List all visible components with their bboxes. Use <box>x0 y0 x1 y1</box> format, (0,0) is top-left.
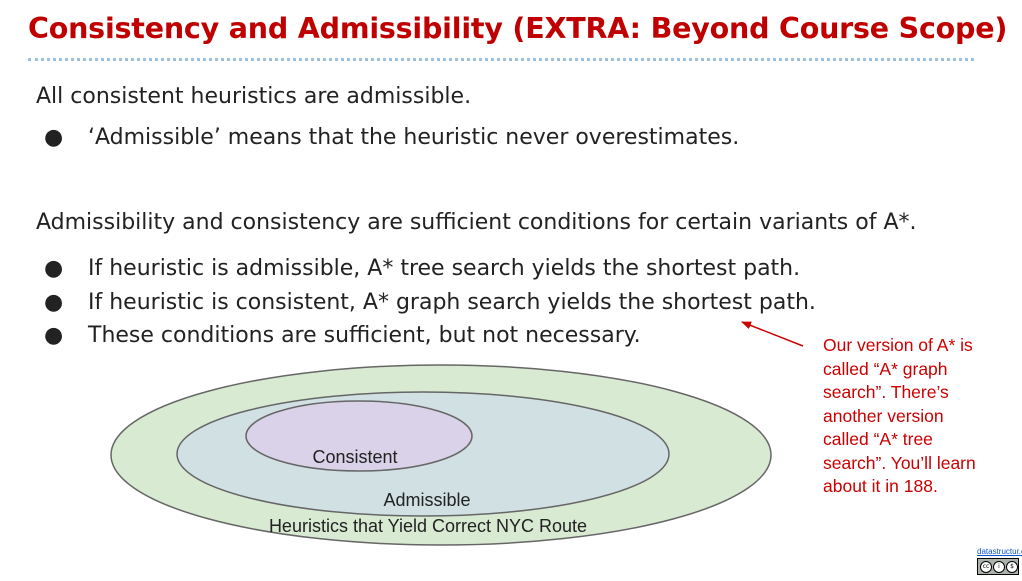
annotation-arrow <box>741 321 804 347</box>
section2-heading: Admissibility and consistency are suffic… <box>36 210 917 235</box>
note-line: another version <box>823 405 944 426</box>
note-line: search”. There’s <box>823 382 949 402</box>
bullet-dot: ● <box>44 290 64 315</box>
note-line: called “A* graph <box>823 358 948 379</box>
bullet-dot: ● <box>44 323 64 348</box>
slide-title: Consistency and Admissibility (EXTRA: Be… <box>28 12 1008 45</box>
inner-ellipse <box>245 400 473 472</box>
footer-link[interactable]: datastructur.es <box>977 547 1022 556</box>
title-divider <box>28 58 974 61</box>
cc-circle-icon: cc <box>980 560 992 573</box>
note-line: called “A* tree <box>823 429 933 449</box>
bullet-dot: ● <box>44 256 64 281</box>
bullet-text: ‘Admissible’ means that the heuristic ne… <box>88 125 740 150</box>
consistent-label: Consistent <box>312 447 397 467</box>
note-line: search”. You’ll learn <box>823 452 976 473</box>
bullet-text: These conditions are sufficient, but not… <box>88 323 641 348</box>
side-note: Our version of A* is called “A* graph se… <box>823 334 1013 499</box>
nc-circle-icon: $ <box>1006 560 1018 573</box>
note-line: about it in 188. <box>823 476 938 496</box>
section1-heading: All consistent heuristics are admissible… <box>36 84 472 109</box>
cc-by-nc-sa-icon: cc i $ <box>977 558 1019 575</box>
admissible-label: Admissible <box>383 490 470 510</box>
bullet-dot: ● <box>44 125 64 150</box>
bullet-text: If heuristic is admissible, A* tree sear… <box>88 256 801 281</box>
by-circle-icon: i <box>993 560 1005 573</box>
note-line: Our version of A* is <box>823 335 973 355</box>
outer-label: Heuristics that Yield Correct NYC Route <box>269 516 587 536</box>
bullet-text: If heuristic is consistent, A* graph sea… <box>88 290 816 315</box>
